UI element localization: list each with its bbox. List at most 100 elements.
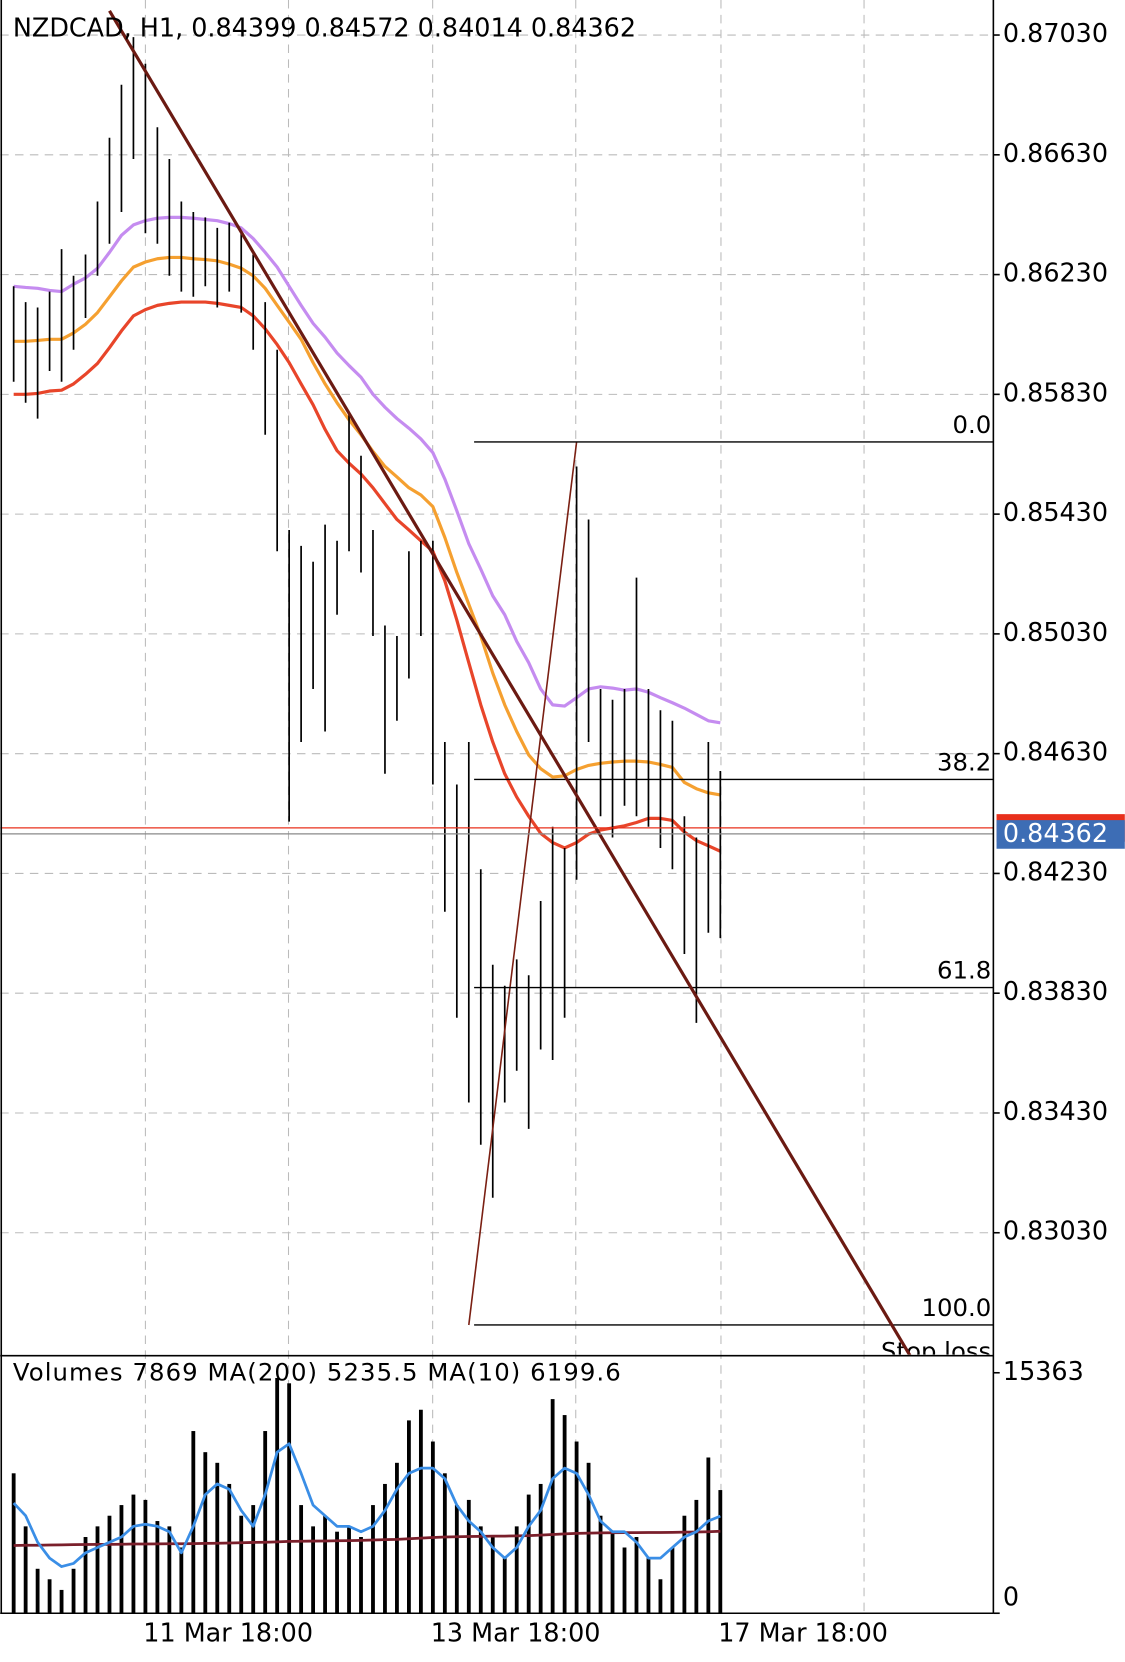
volume-bar bbox=[407, 1420, 411, 1614]
volume-bar bbox=[682, 1515, 687, 1614]
volume-value: 7869 bbox=[132, 1358, 198, 1387]
volume-panel bbox=[11, 1377, 723, 1614]
chart-title: NZDCAD, H1, 0.84399 0.84572 0.84014 0.84… bbox=[13, 13, 636, 43]
y-tick-label: 0.85030 bbox=[1003, 617, 1108, 647]
volume-bar bbox=[71, 1568, 76, 1614]
volume-bar bbox=[299, 1505, 304, 1614]
volume-bar bbox=[430, 1441, 435, 1614]
volume-bar bbox=[251, 1505, 256, 1614]
volume-bar bbox=[215, 1462, 220, 1614]
volume-bar bbox=[275, 1377, 280, 1614]
volume-bar bbox=[478, 1526, 483, 1614]
y-tick-label: 15363 bbox=[1003, 1356, 1084, 1386]
trend-line bbox=[108, 9, 912, 1355]
x-tick-label: 13 Mar 18:00 bbox=[431, 1617, 601, 1647]
volume-bar bbox=[538, 1483, 543, 1614]
volume-bar bbox=[203, 1452, 208, 1614]
volume-bar bbox=[598, 1515, 603, 1614]
volume-bar bbox=[167, 1526, 172, 1614]
volume-bar bbox=[574, 1441, 579, 1614]
volume-bar bbox=[418, 1409, 423, 1614]
volume-bar bbox=[83, 1537, 88, 1614]
volume-bar bbox=[263, 1431, 268, 1614]
y-tick-label: 0.87030 bbox=[1003, 18, 1108, 48]
fibo-label: 38.2 bbox=[937, 748, 991, 777]
volume-bar bbox=[347, 1526, 351, 1614]
volume-bar bbox=[11, 1473, 16, 1614]
y-tick-label: 0.86230 bbox=[1003, 258, 1108, 288]
volume-bar bbox=[562, 1415, 567, 1614]
fibo-base-line bbox=[468, 441, 578, 1326]
volume-bar bbox=[658, 1579, 663, 1614]
volume-bar bbox=[610, 1531, 615, 1614]
volume-bar bbox=[586, 1462, 591, 1614]
y-tick-label: 0.85430 bbox=[1003, 497, 1108, 527]
moving-average bbox=[13, 300, 721, 853]
ma-name: MA(200) bbox=[207, 1358, 318, 1387]
volume-ma bbox=[12, 1442, 721, 1568]
volume-bar bbox=[107, 1515, 112, 1614]
volume-bar bbox=[442, 1473, 447, 1614]
volume-bar bbox=[131, 1494, 136, 1614]
volume-ma bbox=[13, 1529, 721, 1547]
fibo-label: 61.8 bbox=[937, 956, 991, 985]
volume-bar bbox=[59, 1589, 64, 1614]
volume-bar bbox=[239, 1515, 244, 1614]
axes: 0.87030 0.86630 0.86230 0.85830 0.85430 0.850… bbox=[143, 18, 1125, 1647]
volume-bar bbox=[454, 1505, 459, 1614]
volume-bar bbox=[646, 1558, 651, 1614]
volume-bar bbox=[383, 1483, 387, 1614]
volume-title: Volumes bbox=[13, 1358, 124, 1387]
volume-bar bbox=[155, 1521, 160, 1614]
y-tick-label: 0.84230 bbox=[1003, 856, 1108, 886]
volume-bar bbox=[371, 1505, 375, 1614]
y-tick-label: 0.83430 bbox=[1003, 1096, 1108, 1126]
ma-name: MA(10) bbox=[427, 1358, 521, 1387]
ma-value: 5235.5 bbox=[327, 1358, 419, 1387]
volume-bar bbox=[47, 1579, 52, 1614]
moving-average bbox=[13, 215, 721, 725]
y-tick-label: 0.83830 bbox=[1003, 976, 1108, 1006]
volume-bar bbox=[311, 1526, 316, 1614]
volume-bar bbox=[359, 1537, 363, 1614]
fibo-label: 0.0 bbox=[952, 410, 991, 439]
volume-bar bbox=[634, 1537, 639, 1614]
fibo-label: 100.0 bbox=[921, 1293, 991, 1322]
volume-bar bbox=[143, 1499, 148, 1614]
volume-bar bbox=[694, 1499, 699, 1614]
volume-bar bbox=[287, 1383, 292, 1614]
volume-bar bbox=[490, 1537, 495, 1614]
volume-bar bbox=[526, 1494, 531, 1614]
volume-bar bbox=[466, 1499, 471, 1614]
y-tick-label: 0.83030 bbox=[1003, 1216, 1108, 1246]
volume-bar bbox=[119, 1505, 124, 1614]
last-price-box bbox=[996, 820, 1125, 849]
x-tick-label: 17 Mar 18:00 bbox=[718, 1617, 888, 1647]
volume-bar bbox=[550, 1399, 555, 1614]
volume-bar bbox=[335, 1531, 339, 1614]
volume-bar bbox=[670, 1547, 675, 1614]
volume-bar bbox=[35, 1568, 40, 1614]
y-tick-label: 0 bbox=[1003, 1581, 1019, 1611]
volume-bar bbox=[706, 1457, 711, 1614]
volume-bar bbox=[514, 1526, 519, 1614]
last-price-label: 0.84362 bbox=[1003, 818, 1108, 848]
y-tick-label: 0.86630 bbox=[1003, 138, 1108, 168]
volume-bar bbox=[502, 1558, 507, 1614]
volume-bar bbox=[323, 1515, 327, 1614]
frame bbox=[0, 0, 995, 1615]
volume-bar bbox=[718, 1490, 723, 1614]
volume-bar bbox=[23, 1526, 28, 1614]
volume-bar bbox=[622, 1547, 627, 1614]
ma-value: 6199.6 bbox=[530, 1358, 622, 1387]
volume-bar bbox=[191, 1431, 196, 1614]
x-tick-label: 11 Mar 18:00 bbox=[143, 1617, 313, 1647]
volume-bar bbox=[179, 1547, 184, 1614]
volume-header: Volumes 7869 MA(200) 5235.5 MA(10) 6199.… bbox=[13, 1358, 622, 1387]
y-tick-label: 0.84630 bbox=[1003, 737, 1108, 767]
y-tick-label: 0.85830 bbox=[1003, 377, 1108, 407]
